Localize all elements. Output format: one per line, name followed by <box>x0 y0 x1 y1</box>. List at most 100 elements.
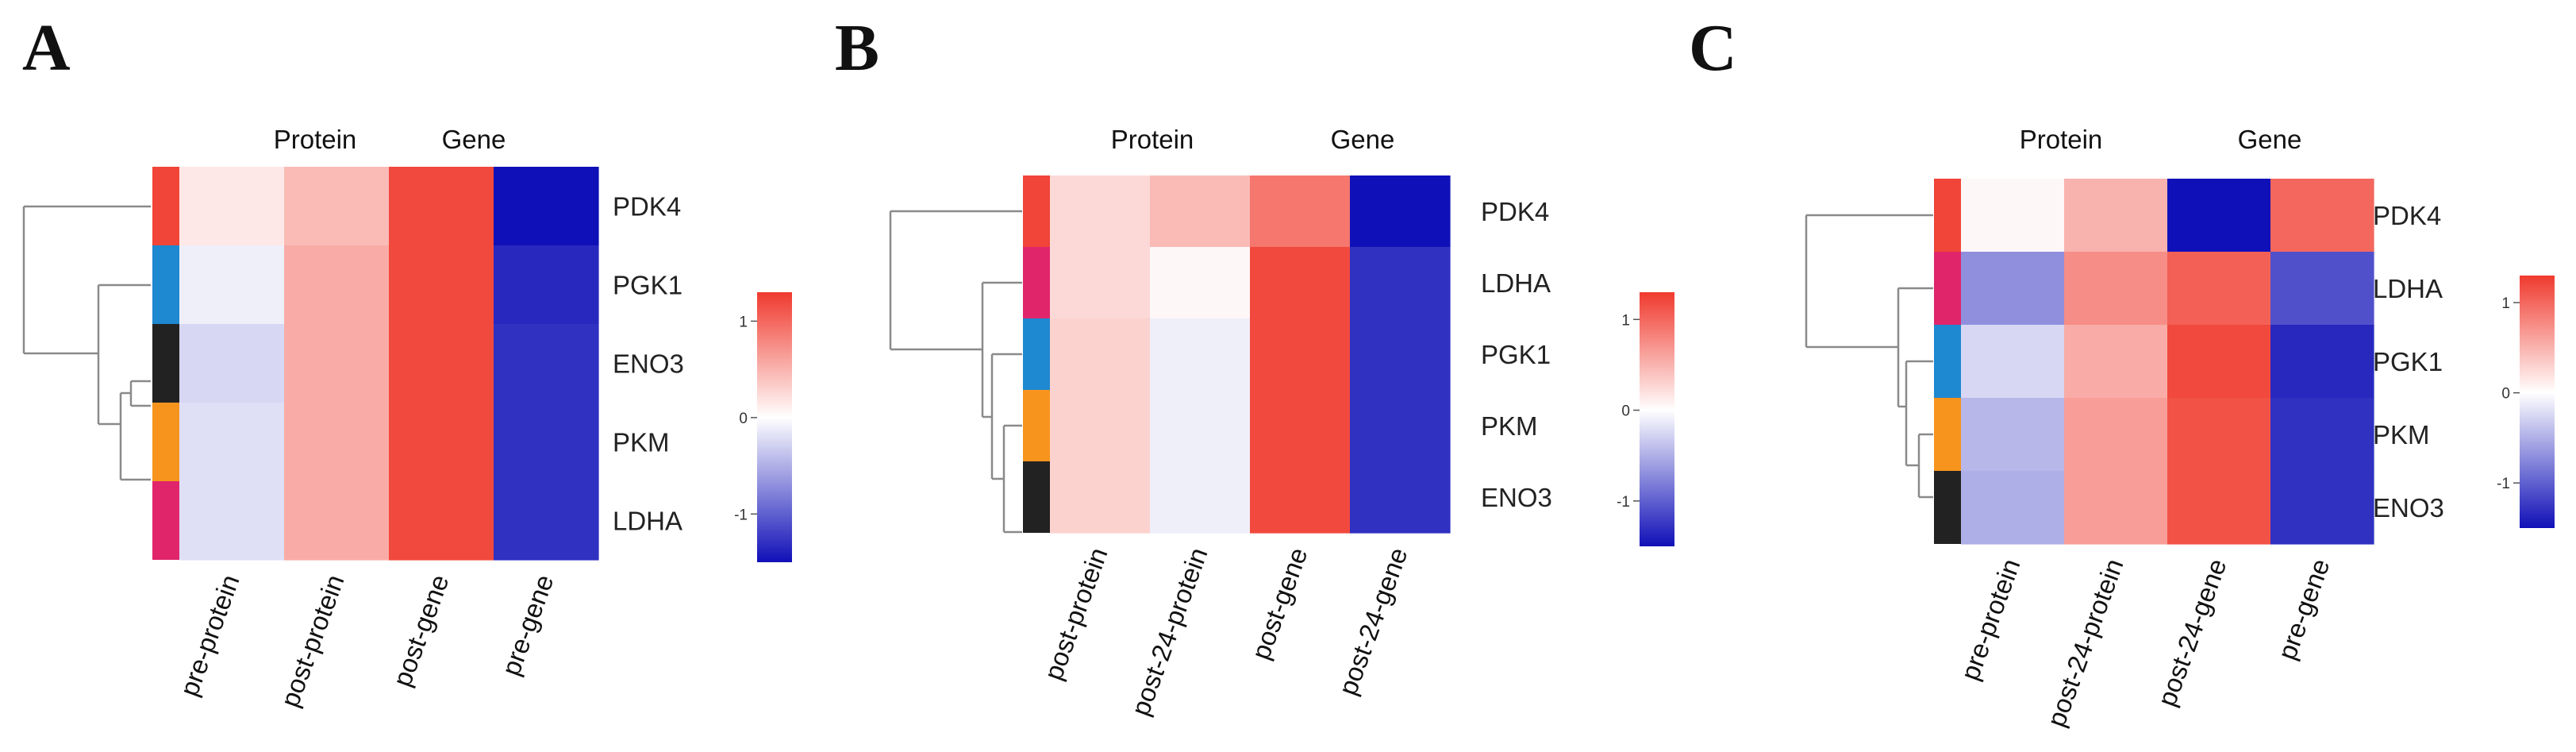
row-annotation-pdk4 <box>1023 175 1050 247</box>
row-label-pkm: PKM <box>1481 411 1538 441</box>
row-label-eno3: ENO3 <box>1481 483 1552 512</box>
row-annotation-ldha <box>1023 247 1050 318</box>
heatmap-cell <box>179 245 285 325</box>
row-label-pdk4: PDK4 <box>613 192 681 222</box>
row-annotation-pkm <box>1023 390 1050 461</box>
heatmap-cell <box>1350 247 1451 319</box>
heatmap-cell <box>2064 398 2168 472</box>
row-annotation-ldha <box>1934 252 1961 325</box>
heatmap-panel-c: C Protein Gene PDK4 LDHA PGK1 PKM ENO3 pre-prote… <box>1689 11 2555 731</box>
column-label-post-24-protein: post-24-protein <box>2041 555 2129 731</box>
row-annotation-eno3 <box>1934 471 1961 544</box>
heatmap-cell <box>494 324 599 403</box>
column-group-label-protein: Protein <box>274 125 357 154</box>
colorbar-tick-label: 0 <box>2501 386 2510 403</box>
column-label-post-gene: post-gene <box>1246 544 1313 664</box>
heatmap-cell <box>389 481 494 561</box>
row-annotation-eno3 <box>152 324 179 403</box>
heatmap-cell <box>1350 318 1451 391</box>
heatmap-cell <box>494 245 599 325</box>
column-label-pre-gene: pre-gene <box>2272 555 2336 664</box>
column-group-label-gene: Gene <box>2238 125 2302 154</box>
column-group-label-protein: Protein <box>2020 125 2103 154</box>
colorbar-tick-label: -1 <box>2497 476 2510 492</box>
row-annotation-pgk1 <box>1934 325 1961 398</box>
column-label-post-protein: post-protein <box>275 571 349 711</box>
heatmap-cell <box>284 481 390 561</box>
heatmap-cell <box>1250 318 1351 391</box>
heatmap-cell <box>2064 325 2168 399</box>
panel-letter: C <box>1689 11 1737 85</box>
colorbar <box>1640 292 1674 546</box>
heatmap-cell <box>2270 325 2374 399</box>
heatmap-cell <box>2270 179 2374 253</box>
row-label-pdk4: PDK4 <box>1481 197 1549 226</box>
row-label-ldha: LDHA <box>2373 274 2443 303</box>
column-label-post-24-gene: post-24-gene <box>2151 555 2232 710</box>
heatmap-cell <box>1961 179 2065 253</box>
row-annotation-pdk4 <box>1934 179 1961 252</box>
colorbar-tick-label: -1 <box>1617 494 1630 511</box>
row-annotation-pgk1 <box>152 245 179 324</box>
heatmap-cell <box>1350 175 1451 248</box>
column-label-post-gene: post-gene <box>387 571 455 691</box>
heatmap-cell <box>494 167 599 246</box>
colorbar-tick-label: 1 <box>1621 312 1630 329</box>
heatmap-cell <box>1050 390 1151 462</box>
heatmap-cell <box>284 167 390 246</box>
heatmap-cell <box>2167 252 2271 326</box>
panel-letter: A <box>22 11 71 85</box>
row-label-pkm: PKM <box>2373 420 2430 449</box>
heatmap-cell <box>1050 247 1151 319</box>
column-group-label-gene: Gene <box>442 125 506 154</box>
row-annotation-ldha <box>152 481 179 560</box>
heatmap-cell <box>1150 175 1251 248</box>
row-annotation-pkm <box>152 403 179 481</box>
heatmap-panel-a: A Protein Gene PDK4 PGK1 ENO3 PKM LDHA pre-prote… <box>22 11 792 711</box>
panel-letter: B <box>835 11 879 85</box>
heatmap-cell <box>2064 179 2168 253</box>
heatmap-panel-b: B Protein Gene PDK4 LDHA PGK1 PKM ENO3 post-prot… <box>835 11 1674 719</box>
heatmap-cell <box>494 481 599 561</box>
row-annotation-eno3 <box>1023 461 1050 533</box>
heatmap-cell <box>1250 390 1351 462</box>
colorbar-tick-label: 1 <box>739 314 748 330</box>
heatmap-cell <box>1250 461 1351 534</box>
heatmap-cell <box>1050 461 1151 534</box>
row-label-pkm: PKM <box>613 428 670 457</box>
row-label-pgk1: PGK1 <box>613 271 682 300</box>
heatmap-cell <box>1250 247 1351 319</box>
column-label-pre-gene: pre-gene <box>496 571 559 680</box>
colorbar-tick-label: 0 <box>739 411 748 427</box>
heatmap-cell <box>1961 398 2065 472</box>
column-group-label-gene: Gene <box>1331 125 1395 154</box>
heatmap-cell <box>1150 461 1251 534</box>
colorbar <box>757 292 792 562</box>
row-annotation-pkm <box>1934 398 1961 471</box>
row-label-pgk1: PGK1 <box>2373 347 2443 376</box>
row-label-pdk4: PDK4 <box>2373 201 2441 230</box>
heatmap-cell <box>2270 252 2374 326</box>
column-label-post-24-protein: post-24-protein <box>1125 544 1213 719</box>
panels: A Protein Gene PDK4 PGK1 ENO3 PKM LDHA pre-prote… <box>22 11 2555 731</box>
heatmap-cell <box>2270 398 2374 472</box>
heatmap-cell <box>389 324 494 403</box>
heatmap-cell <box>2270 471 2374 545</box>
heatmap-cell <box>284 403 390 482</box>
column-group-label-protein: Protein <box>1111 125 1194 154</box>
heatmap-cell <box>494 403 599 482</box>
heatmap-cell <box>1961 325 2065 399</box>
heatmap-cell <box>284 324 390 403</box>
heatmap-cell <box>389 167 494 246</box>
heatmap-cell <box>2167 325 2271 399</box>
heatmap-cell <box>179 481 285 561</box>
column-label-post-24-gene: post-24-gene <box>1332 544 1413 699</box>
heatmap-cell <box>1050 175 1151 248</box>
row-label-eno3: ENO3 <box>2373 493 2444 523</box>
colorbar-tick-label: -1 <box>734 507 748 523</box>
row-label-ldha: LDHA <box>1481 268 1551 298</box>
heatmap-cell <box>179 324 285 403</box>
heatmap-cell <box>2167 179 2271 253</box>
colorbar-tick-label: 0 <box>1621 403 1630 420</box>
